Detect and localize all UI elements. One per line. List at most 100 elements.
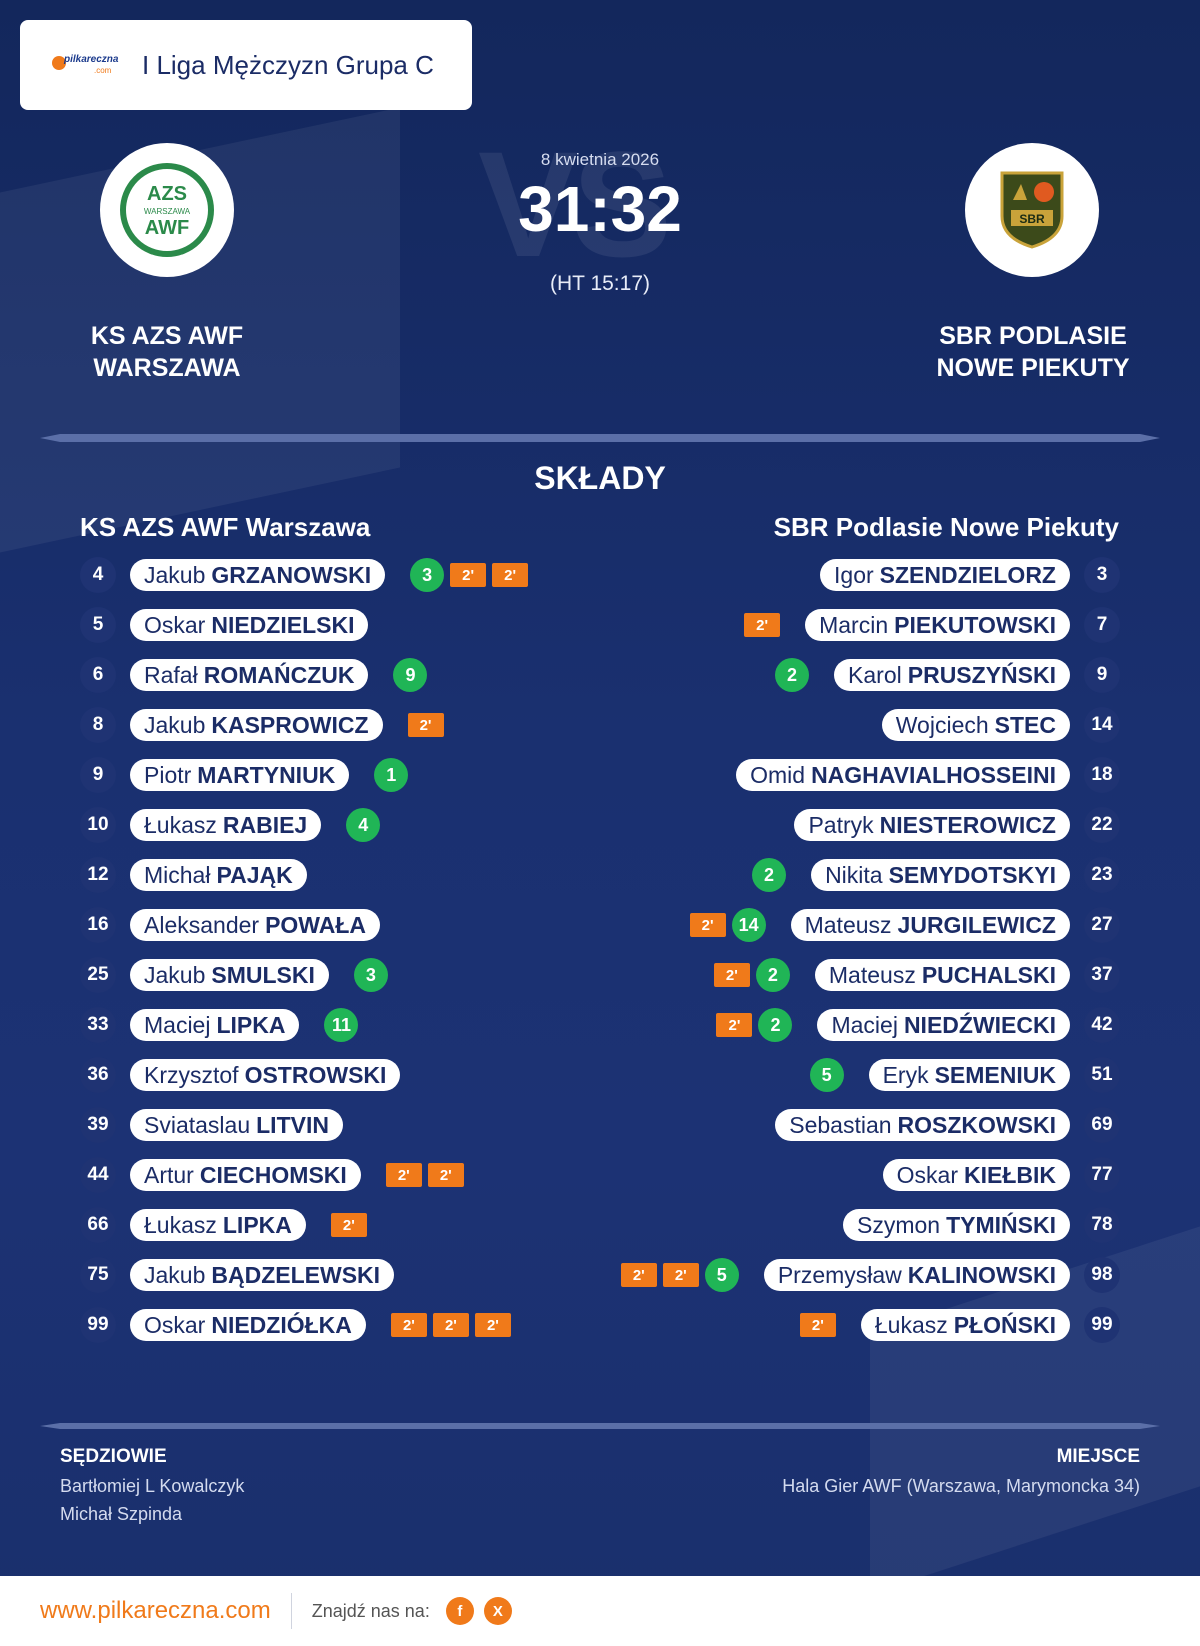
player-last-name: NIEDZIELSKI bbox=[211, 611, 355, 638]
home-team-name: KS AZS AWF WARSZAWA bbox=[90, 322, 244, 382]
player-last-name: STEC bbox=[994, 711, 1056, 738]
player-first-name: Jakub bbox=[144, 711, 206, 738]
footer-separator bbox=[290, 1593, 292, 1629]
referee-name: Bartłomiej L Kowalczyk bbox=[60, 1476, 245, 1496]
suspension-badge: 2' bbox=[620, 1263, 657, 1287]
home-player-row: 12 Michał PAJĄK bbox=[80, 857, 329, 893]
player-first-name: Aleksander bbox=[144, 911, 260, 938]
player-last-name: SMULSKI bbox=[211, 961, 315, 988]
footer: www.pilkareczna.com Znajdź nas na: f X bbox=[0, 1576, 1200, 1646]
home-player-row: 66 Łukasz LIPKA 2' bbox=[80, 1207, 370, 1243]
shirt-number: 36 bbox=[80, 1057, 116, 1093]
player-last-name: JURGILEWICZ bbox=[897, 911, 1056, 938]
player-name: Rafał ROMAŃCZUK bbox=[130, 659, 369, 691]
goals-badge: 5 bbox=[704, 1258, 739, 1292]
away-team-name: SBR PODLASIE NOWE PIEKUTY bbox=[936, 322, 1130, 382]
player-last-name: PRUSZYŃSKI bbox=[907, 661, 1056, 688]
shirt-number: 9 bbox=[1084, 657, 1120, 693]
shirt-number: 51 bbox=[1084, 1057, 1120, 1093]
divider bbox=[40, 1419, 1160, 1433]
player-last-name: NIESTEROWICZ bbox=[879, 811, 1056, 838]
site-link[interactable]: www.pilkareczna.com bbox=[40, 1597, 271, 1624]
shirt-number: 4 bbox=[80, 557, 116, 593]
player-first-name: Maciej bbox=[831, 1011, 898, 1038]
away-player-row: 7 Marcin PIEKUTOWSKI 2' bbox=[741, 607, 1120, 643]
goals-badge: 5 bbox=[809, 1058, 844, 1092]
suspension-badge: 2' bbox=[474, 1313, 511, 1337]
player-name: Oskar KIEŁBIK bbox=[882, 1159, 1070, 1191]
player-first-name: Oskar bbox=[144, 611, 206, 638]
player-last-name: MARTYNIUK bbox=[197, 761, 336, 788]
player-first-name: Oskar bbox=[144, 1311, 206, 1338]
league-card: pilkareczna .com I Liga Mężczyzn Grupa C bbox=[20, 20, 472, 110]
player-name: Jakub KASPROWICZ bbox=[130, 709, 383, 741]
player-name: Jakub GRZANOWSKI bbox=[130, 559, 386, 591]
player-stats: 5 bbox=[807, 1058, 847, 1092]
player-first-name: Łukasz bbox=[144, 1211, 217, 1238]
venue-label: MIEJSCE bbox=[1056, 1446, 1140, 1467]
shirt-number: 22 bbox=[1084, 807, 1120, 843]
player-name: Michał PAJĄK bbox=[130, 859, 307, 891]
player-last-name: OSTROWSKI bbox=[244, 1061, 387, 1088]
divider bbox=[40, 431, 1160, 445]
player-last-name: PŁOŃSKI bbox=[953, 1311, 1056, 1338]
player-name: Oskar NIEDZIELSKI bbox=[130, 609, 369, 641]
player-stats: 2' bbox=[328, 1213, 370, 1237]
player-last-name: LIPKA bbox=[216, 1011, 286, 1038]
player-first-name: Karol bbox=[848, 661, 902, 688]
player-last-name: NAGHAVIALHOSSEINI bbox=[811, 761, 1056, 788]
player-stats: 9 bbox=[390, 658, 430, 692]
shirt-number: 10 bbox=[80, 807, 116, 843]
player-last-name: KALINOWSKI bbox=[907, 1261, 1056, 1288]
player-name: Artur CIECHOMSKI bbox=[130, 1159, 361, 1191]
home-player-row: 4 Jakub GRZANOWSKI 3 2' 2' bbox=[80, 557, 531, 593]
player-first-name: Mateusz bbox=[804, 911, 892, 938]
player-name: Sebastian ROSZKOWSKI bbox=[775, 1109, 1070, 1141]
suspension-badge: 2' bbox=[716, 1013, 753, 1037]
shirt-number: 98 bbox=[1084, 1257, 1120, 1293]
player-first-name: Patryk bbox=[808, 811, 874, 838]
player-last-name: ROSZKOWSKI bbox=[897, 1111, 1056, 1138]
player-stats: 5 2' 2' bbox=[618, 1258, 742, 1292]
shirt-number: 44 bbox=[80, 1157, 116, 1193]
goals-badge: 3 bbox=[410, 558, 445, 592]
player-first-name: Łukasz bbox=[874, 1311, 948, 1338]
facebook-icon[interactable]: f bbox=[445, 1597, 474, 1625]
goals-badge: 4 bbox=[346, 808, 381, 842]
svg-text:WARSZAWA: WARSZAWA bbox=[144, 207, 191, 216]
player-name: Łukasz LIPKA bbox=[130, 1209, 306, 1241]
away-player-row: 69 Sebastian ROSZKOWSKI bbox=[753, 1107, 1120, 1143]
player-stats: 2 bbox=[749, 858, 789, 892]
away-team-crest: SBR bbox=[965, 143, 1099, 277]
svg-text:AWF: AWF bbox=[145, 217, 189, 239]
player-name: Maciej LIPKA bbox=[130, 1009, 300, 1041]
x-icon[interactable]: X bbox=[483, 1597, 512, 1625]
player-last-name: LIPKA bbox=[222, 1211, 292, 1238]
halftime-score: (HT 15:17) bbox=[550, 272, 650, 295]
shirt-number: 27 bbox=[1084, 907, 1120, 943]
player-first-name: Nikita bbox=[825, 861, 883, 888]
pilkareczna-logo: pilkareczna .com bbox=[50, 50, 120, 80]
suspension-badge: 2' bbox=[407, 713, 444, 737]
shirt-number: 78 bbox=[1084, 1207, 1120, 1243]
suspension-badge: 2' bbox=[432, 1313, 469, 1337]
player-last-name: GRZANOWSKI bbox=[211, 561, 372, 588]
suspension-badge: 2' bbox=[450, 563, 487, 587]
away-player-row: 51 Eryk SEMENIUK 5 bbox=[807, 1057, 1120, 1093]
shirt-number: 18 bbox=[1084, 757, 1120, 793]
home-team-crest: AZS WARSZAWA AWF bbox=[100, 143, 234, 277]
final-score: 31:32 bbox=[518, 173, 682, 245]
player-first-name: Rafał bbox=[144, 661, 198, 688]
suspension-badge: 2' bbox=[492, 563, 529, 587]
away-player-row: 37 Mateusz PUCHALSKI 2 2' bbox=[711, 957, 1120, 993]
player-name: Piotr MARTYNIUK bbox=[130, 759, 350, 791]
home-player-row: 16 Aleksander POWAŁA bbox=[80, 907, 402, 943]
player-name: Łukasz PŁOŃSKI bbox=[860, 1309, 1070, 1341]
ball-icon bbox=[52, 56, 66, 70]
player-stats: 2' 2' bbox=[383, 1163, 467, 1187]
away-player-row: 14 Wojciech STEC bbox=[860, 707, 1120, 743]
shirt-number: 77 bbox=[1084, 1157, 1120, 1193]
shirt-number: 12 bbox=[80, 857, 116, 893]
home-player-row: 8 Jakub KASPROWICZ 2' bbox=[80, 707, 447, 743]
shirt-number: 23 bbox=[1084, 857, 1120, 893]
